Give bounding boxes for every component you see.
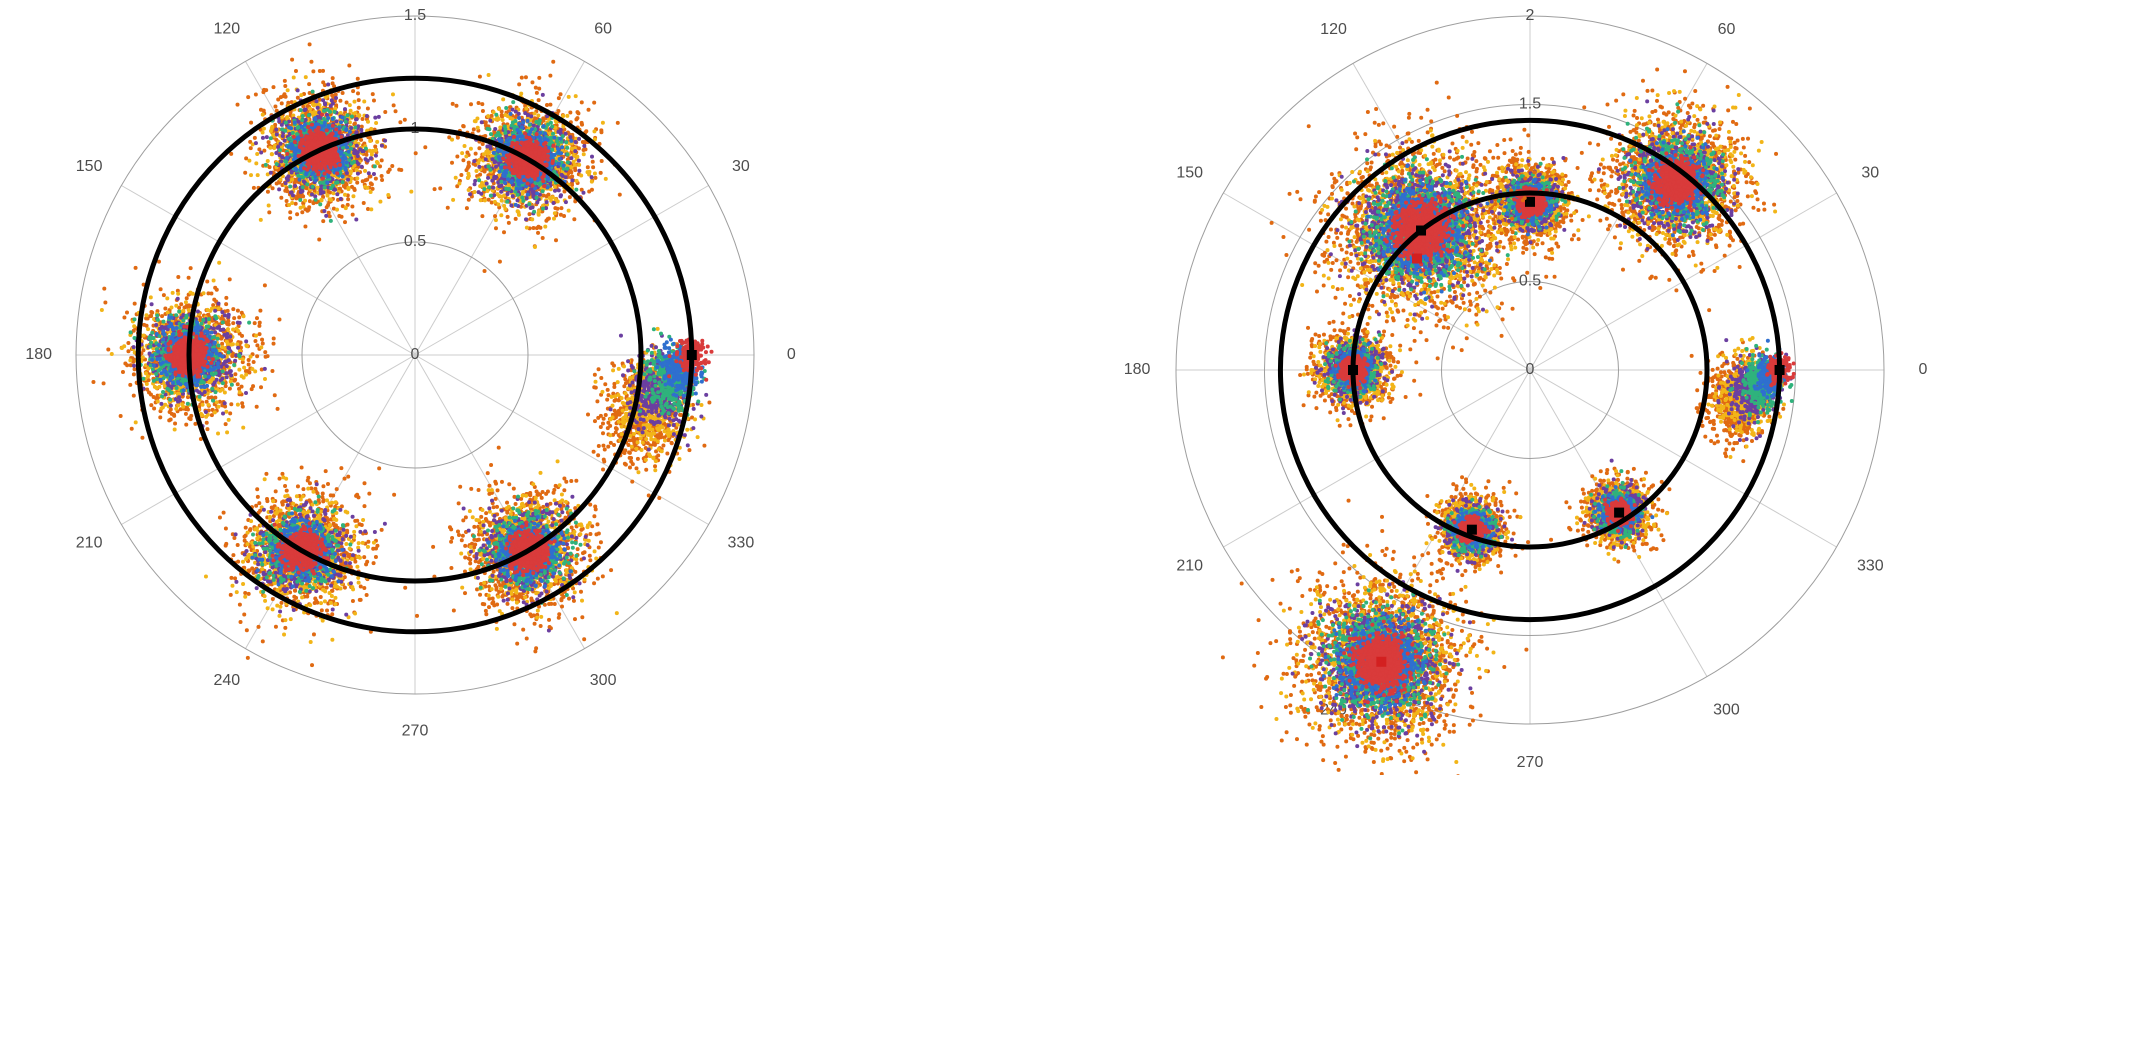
tick-label: 0.5 — [1519, 273, 1541, 290]
cluster-marker — [1614, 508, 1624, 518]
tick-label: 120 — [214, 20, 241, 37]
figure-root: 00.511.50306090120150180210240270300330 … — [0, 0, 2155, 1041]
tick-label: 30 — [1861, 165, 1879, 182]
tick-label: 0.5 — [404, 233, 426, 250]
chart-title-left: R=1.2247 — [70, 0, 760, 1]
tick-label: 150 — [1176, 165, 1203, 182]
cluster-marker — [1376, 657, 1386, 667]
tick-label: 0 — [1526, 361, 1535, 378]
tick-label: 270 — [402, 723, 429, 740]
tick-label: 180 — [25, 346, 52, 363]
tick-label: 180 — [1125, 361, 1151, 378]
tick-label: 60 — [594, 20, 612, 37]
tick-label: 270 — [1517, 754, 1544, 771]
tick-label: 0 — [411, 346, 420, 363]
tick-label: 2 — [1526, 7, 1535, 24]
tick-label: 30 — [732, 158, 750, 175]
scatter-layer — [1221, 67, 1796, 775]
tick-label: 210 — [76, 534, 103, 551]
tick-label: 210 — [1176, 558, 1203, 575]
tick-label: 120 — [1320, 21, 1347, 38]
tick-label: 150 — [76, 158, 103, 175]
tick-label: 330 — [1857, 558, 1884, 575]
polar-plot-svg: 00.511.50306090120150180210240270300330 — [25, 0, 805, 745]
tick-label: 300 — [590, 672, 617, 689]
cluster-marker — [1467, 525, 1477, 535]
tick-label: 60 — [1718, 21, 1736, 38]
tick-label: 300 — [1713, 702, 1740, 719]
tick-label: 1.5 — [1519, 96, 1541, 113]
tick-label: 240 — [214, 672, 241, 689]
polar-plot-svg: 00.511.520306090120150180210240270300330 — [1125, 0, 1935, 775]
tick-label: 330 — [728, 534, 755, 551]
tick-label: 1.5 — [404, 7, 426, 24]
tick-label: 0 — [1918, 361, 1927, 378]
tick-label: 0 — [787, 346, 796, 363]
